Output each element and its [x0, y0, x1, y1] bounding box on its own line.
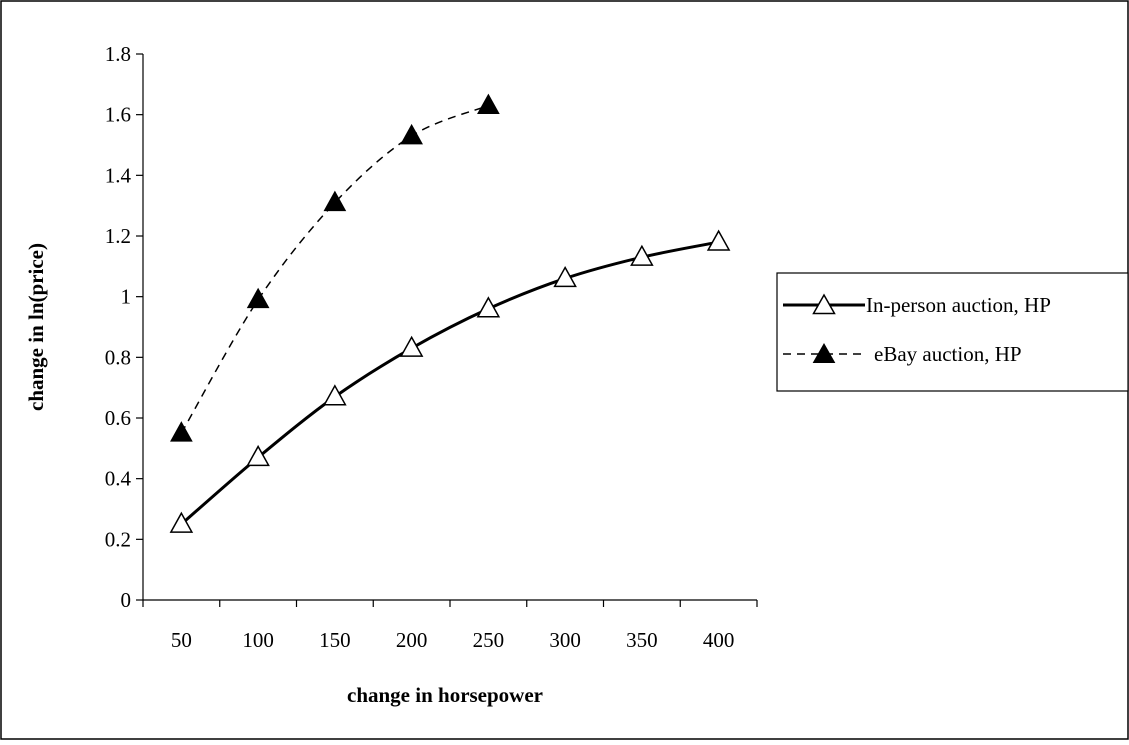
legend-label-in-person: In-person auction, HP — [866, 293, 1051, 317]
x-axis-title: change in horsepower — [347, 683, 543, 707]
data-point-ebay — [323, 190, 347, 212]
data-point-in-person — [553, 265, 577, 288]
y-tick-label: 1.2 — [105, 224, 131, 248]
x-tick-label: 100 — [242, 628, 274, 652]
y-tick-label: 0.2 — [105, 527, 131, 551]
x-tick-label: 300 — [549, 628, 581, 652]
y-tick-label: 1.8 — [105, 42, 131, 66]
data-point-ebay — [400, 123, 423, 145]
legend-label-ebay: eBay auction, HP — [874, 342, 1022, 366]
y-ticks: 0 0.2 0.4 0.6 0.8 1 1.2 1.4 1.6 1.8 — [105, 42, 143, 612]
y-tick-label: 1 — [121, 285, 132, 309]
y-tick-label: 0.4 — [105, 467, 132, 491]
data-point-in-person — [323, 384, 347, 406]
legend-marker-in-person — [812, 293, 836, 315]
data-point-in-person — [399, 335, 424, 357]
x-tick-label: 200 — [396, 628, 428, 652]
y-tick-label: 0.8 — [105, 345, 131, 369]
y-tick-label: 1.4 — [105, 163, 132, 187]
x-tick-label: 250 — [473, 628, 505, 652]
y-tick-label: 1.6 — [105, 103, 131, 127]
legend-marker-ebay — [812, 342, 836, 363]
series-lines — [169, 93, 731, 533]
data-point-in-person — [169, 511, 194, 533]
data-point-ebay — [246, 287, 270, 309]
data-point-in-person — [630, 244, 654, 266]
data-point-in-person — [476, 296, 501, 318]
y-tick-label: 0.6 — [105, 406, 131, 430]
legend-box — [776, 272, 1129, 392]
legend: In-person auction, HP eBay auction, HP — [776, 272, 1129, 392]
y-tick-label: 0 — [121, 588, 132, 612]
x-tick-label: 350 — [626, 628, 658, 652]
x-ticks: 50 100 150 200 250 300 350 400 — [142, 600, 758, 652]
x-tick-label: 400 — [703, 628, 735, 652]
data-point-in-person — [246, 444, 270, 467]
data-point-in-person — [706, 229, 731, 251]
x-tick-label: 50 — [171, 628, 192, 652]
data-point-ebay — [170, 421, 193, 442]
y-axis-title: change in ln(price) — [24, 243, 48, 411]
x-tick-label: 150 — [319, 628, 351, 652]
data-point-ebay — [477, 93, 500, 115]
